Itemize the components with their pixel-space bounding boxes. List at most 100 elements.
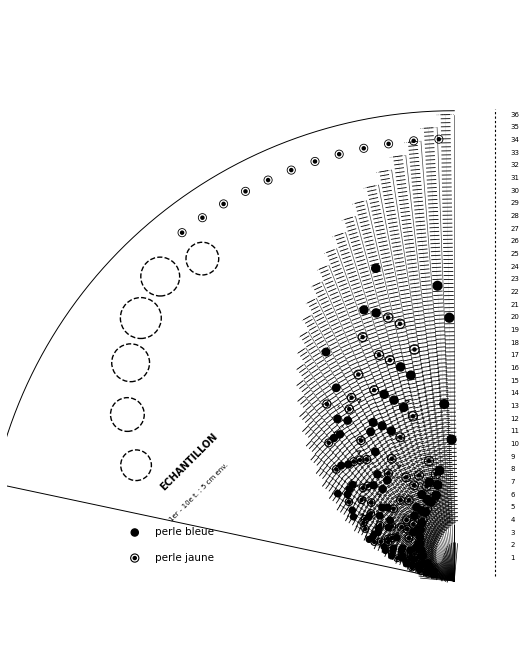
Circle shape	[413, 504, 420, 511]
Circle shape	[412, 139, 415, 142]
Circle shape	[418, 520, 426, 527]
Circle shape	[201, 216, 204, 219]
Text: V: V	[406, 397, 412, 403]
Circle shape	[181, 231, 184, 234]
Circle shape	[432, 569, 438, 575]
Circle shape	[391, 537, 394, 539]
Text: V: V	[419, 565, 426, 571]
Text: 32: 32	[511, 162, 520, 169]
Circle shape	[335, 491, 341, 497]
Circle shape	[335, 468, 338, 471]
Circle shape	[427, 572, 429, 575]
Circle shape	[387, 472, 390, 475]
Circle shape	[418, 507, 426, 514]
Circle shape	[409, 558, 412, 561]
Circle shape	[410, 529, 417, 536]
Circle shape	[366, 485, 370, 487]
Circle shape	[390, 545, 397, 551]
Circle shape	[407, 547, 413, 554]
Text: 3: 3	[511, 530, 515, 536]
Circle shape	[412, 523, 415, 526]
Text: 1: 1	[511, 555, 515, 561]
Circle shape	[400, 551, 403, 554]
Text: 21: 21	[511, 302, 520, 308]
Circle shape	[360, 499, 363, 501]
Text: 11: 11	[511, 428, 520, 434]
Text: V: V	[385, 470, 392, 476]
Circle shape	[418, 474, 421, 477]
Circle shape	[421, 552, 424, 554]
Text: V: V	[390, 545, 397, 552]
Circle shape	[411, 512, 418, 520]
Text: V: V	[420, 568, 426, 575]
Circle shape	[372, 264, 380, 272]
Circle shape	[419, 556, 422, 559]
Circle shape	[386, 541, 390, 544]
Circle shape	[418, 546, 425, 553]
Text: 34: 34	[511, 137, 520, 143]
Circle shape	[348, 407, 351, 411]
Circle shape	[349, 507, 355, 514]
Circle shape	[378, 354, 381, 356]
Circle shape	[379, 504, 385, 511]
Text: 36: 36	[511, 112, 520, 117]
Circle shape	[344, 417, 351, 424]
Circle shape	[421, 508, 429, 516]
Circle shape	[425, 560, 431, 566]
Circle shape	[417, 533, 423, 541]
Circle shape	[222, 202, 225, 205]
Circle shape	[362, 147, 365, 150]
Circle shape	[428, 565, 433, 571]
Circle shape	[400, 403, 408, 411]
Text: 2: 2	[511, 543, 515, 548]
Circle shape	[418, 566, 423, 572]
Circle shape	[362, 486, 364, 489]
Circle shape	[403, 559, 409, 565]
Text: 30: 30	[511, 188, 520, 194]
Circle shape	[346, 486, 353, 493]
Circle shape	[388, 427, 395, 435]
Text: x: x	[411, 552, 414, 557]
Text: 31: 31	[511, 175, 520, 181]
Text: perle jaune: perle jaune	[155, 553, 214, 563]
Circle shape	[424, 561, 430, 567]
Circle shape	[419, 539, 421, 542]
Text: 17: 17	[511, 352, 520, 358]
Circle shape	[399, 322, 401, 325]
Text: 8: 8	[511, 466, 515, 472]
Text: V: V	[397, 461, 403, 468]
Circle shape	[431, 571, 437, 577]
Circle shape	[426, 570, 429, 573]
Circle shape	[390, 552, 393, 555]
Text: 1er - 10e t. : 5 cm env.: 1er - 10e t. : 5 cm env.	[169, 462, 230, 523]
Text: 7: 7	[511, 479, 515, 485]
Text: 29: 29	[511, 200, 520, 207]
Circle shape	[437, 138, 440, 141]
Circle shape	[431, 572, 437, 577]
Circle shape	[447, 435, 456, 444]
Text: 22: 22	[511, 289, 519, 295]
Circle shape	[372, 309, 380, 317]
Circle shape	[425, 571, 428, 574]
Circle shape	[400, 525, 403, 529]
Text: 18: 18	[511, 340, 520, 346]
Circle shape	[399, 547, 404, 553]
Circle shape	[386, 316, 390, 319]
Circle shape	[370, 419, 377, 426]
Circle shape	[385, 524, 391, 531]
Circle shape	[381, 544, 387, 550]
Text: 10: 10	[511, 441, 520, 447]
Circle shape	[399, 436, 402, 439]
Text: V: V	[353, 478, 360, 485]
Circle shape	[395, 557, 399, 560]
Circle shape	[413, 544, 419, 551]
Circle shape	[390, 396, 398, 404]
Circle shape	[379, 523, 382, 527]
Circle shape	[374, 471, 381, 478]
Circle shape	[431, 568, 437, 574]
Circle shape	[387, 142, 390, 146]
Circle shape	[417, 540, 423, 547]
Circle shape	[412, 565, 415, 568]
Circle shape	[445, 314, 454, 322]
Circle shape	[420, 552, 427, 559]
